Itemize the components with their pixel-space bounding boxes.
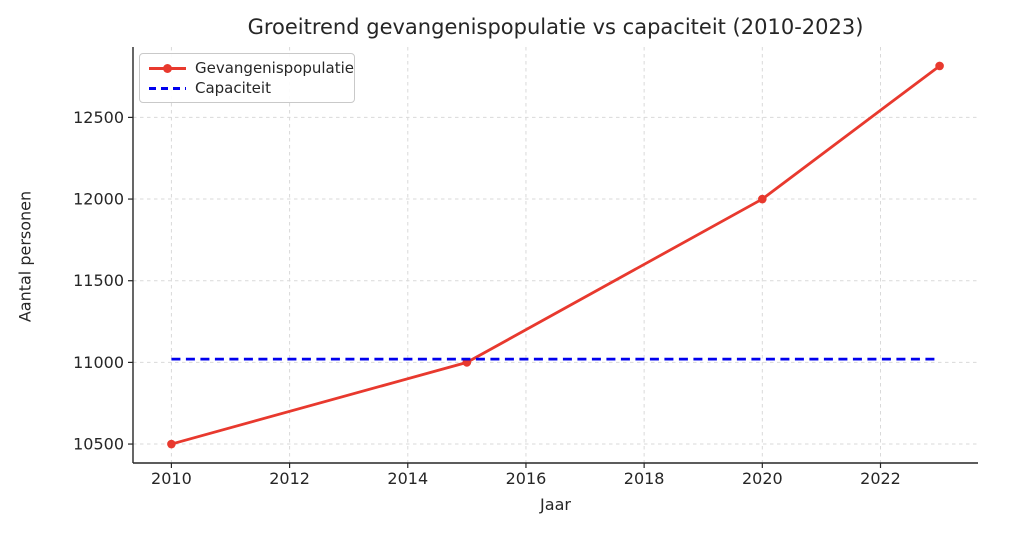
y-axis-label: Aantal personen xyxy=(15,190,35,323)
x-tick-label: 2018 xyxy=(624,469,665,488)
data-point-marker xyxy=(758,194,767,204)
x-tick-label: 2014 xyxy=(387,469,428,488)
y-tick-label: 10500 xyxy=(73,435,124,454)
data-point-marker xyxy=(935,61,944,71)
legend-item-population: Gevangenispopulatie xyxy=(149,58,354,78)
x-tick-label: 2022 xyxy=(860,469,901,488)
legend-capacity-line-icon xyxy=(149,83,186,93)
y-tick-label: 11000 xyxy=(73,353,124,372)
x-tick-label: 2016 xyxy=(506,469,547,488)
y-tick-label: 12000 xyxy=(73,190,124,209)
x-tick-label: 2020 xyxy=(742,469,783,488)
y-tick-label: 11500 xyxy=(73,271,124,290)
chart-title: Groeitrend gevangenispopulatie vs capaci… xyxy=(247,15,864,39)
x-tick-label: 2012 xyxy=(269,469,310,488)
x-tick-label: 2010 xyxy=(151,469,192,488)
data-point-marker xyxy=(167,439,176,449)
series-line-gevangenispopulatie xyxy=(171,64,941,446)
y-tick-label: 12500 xyxy=(73,108,124,127)
legend-population-line-icon xyxy=(149,63,186,73)
legend-item-capacity: Capaciteit xyxy=(149,78,344,98)
legend: Gevangenispopulatie Capaciteit xyxy=(139,53,355,103)
legend-population-label: Gevangenispopulatie xyxy=(195,59,355,77)
x-axis-label: Jaar xyxy=(540,495,571,514)
legend-capacity-label: Capaciteit xyxy=(195,79,271,97)
